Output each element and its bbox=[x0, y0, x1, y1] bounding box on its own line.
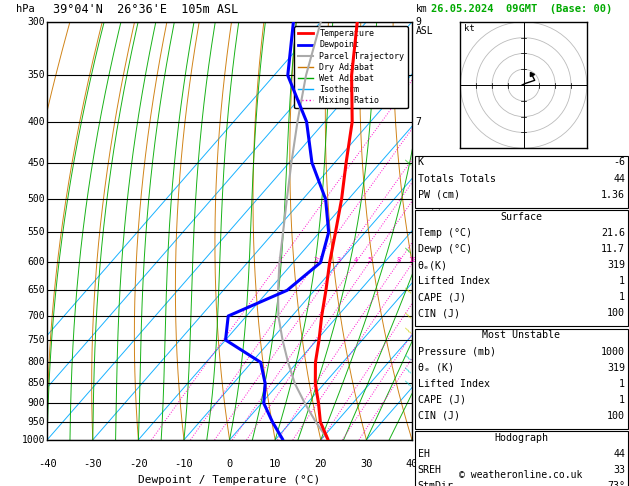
Text: © weatheronline.co.uk: © weatheronline.co.uk bbox=[459, 470, 582, 480]
Text: 21.6: 21.6 bbox=[601, 228, 625, 238]
Text: 30: 30 bbox=[360, 459, 372, 469]
Text: 10: 10 bbox=[269, 459, 281, 469]
Text: 10: 10 bbox=[408, 257, 417, 262]
Text: Most Unstable: Most Unstable bbox=[482, 330, 560, 341]
Text: -30: -30 bbox=[84, 459, 102, 469]
Text: 0: 0 bbox=[226, 459, 233, 469]
Text: 850: 850 bbox=[28, 379, 45, 388]
Text: 450: 450 bbox=[28, 157, 45, 168]
Text: 350: 350 bbox=[28, 70, 45, 80]
Text: \: \ bbox=[405, 286, 413, 295]
Text: 650: 650 bbox=[28, 285, 45, 295]
Text: Temp (°C): Temp (°C) bbox=[418, 228, 472, 238]
Text: \: \ bbox=[405, 366, 413, 376]
Text: 1: 1 bbox=[277, 257, 281, 262]
Text: 15: 15 bbox=[435, 257, 444, 262]
Text: ASL: ASL bbox=[416, 26, 433, 36]
Text: 4: 4 bbox=[415, 285, 421, 295]
Text: Lifted Index: Lifted Index bbox=[418, 379, 489, 389]
Text: Pressure (mb): Pressure (mb) bbox=[418, 347, 496, 357]
Text: PW (cm): PW (cm) bbox=[418, 190, 460, 200]
Text: 319: 319 bbox=[607, 363, 625, 373]
Text: 25: 25 bbox=[470, 257, 479, 262]
Text: LCL: LCL bbox=[415, 379, 433, 388]
Text: \: \ bbox=[405, 312, 413, 321]
Text: Lifted Index: Lifted Index bbox=[418, 276, 489, 286]
Text: 1: 1 bbox=[619, 292, 625, 302]
Text: -6: -6 bbox=[613, 157, 625, 168]
Text: EH: EH bbox=[418, 449, 430, 459]
Text: 1: 1 bbox=[619, 395, 625, 405]
Text: -40: -40 bbox=[38, 459, 57, 469]
Text: Mixing Ratio (g/kg): Mixing Ratio (g/kg) bbox=[433, 180, 442, 282]
Text: 300: 300 bbox=[28, 17, 45, 27]
Text: 1000: 1000 bbox=[22, 435, 45, 445]
Legend: Temperature, Dewpoint, Parcel Trajectory, Dry Adiabat, Wet Adiabat, Isotherm, Mi: Temperature, Dewpoint, Parcel Trajectory… bbox=[294, 26, 408, 108]
Text: 1.36: 1.36 bbox=[601, 190, 625, 200]
Text: -20: -20 bbox=[129, 459, 148, 469]
Text: 100: 100 bbox=[607, 308, 625, 318]
Text: θₑ(K): θₑ(K) bbox=[418, 260, 448, 270]
Text: 950: 950 bbox=[28, 417, 45, 427]
Text: 44: 44 bbox=[613, 174, 625, 184]
Text: CAPE (J): CAPE (J) bbox=[418, 395, 465, 405]
Text: 500: 500 bbox=[28, 194, 45, 204]
Text: StmDir: StmDir bbox=[418, 481, 454, 486]
Text: kt: kt bbox=[464, 24, 474, 34]
Text: 8: 8 bbox=[396, 257, 401, 262]
Text: 11.7: 11.7 bbox=[601, 244, 625, 254]
Text: 2: 2 bbox=[314, 257, 318, 262]
Text: 319: 319 bbox=[607, 260, 625, 270]
Text: Hodograph: Hodograph bbox=[494, 433, 548, 443]
Text: \: \ bbox=[405, 326, 413, 335]
Text: 1: 1 bbox=[619, 276, 625, 286]
Text: 750: 750 bbox=[28, 335, 45, 345]
Text: K: K bbox=[418, 157, 424, 168]
Text: hPa: hPa bbox=[16, 3, 35, 14]
Text: 5: 5 bbox=[415, 227, 421, 237]
Text: 2: 2 bbox=[415, 357, 421, 367]
Text: Totals Totals: Totals Totals bbox=[418, 174, 496, 184]
Text: 900: 900 bbox=[28, 398, 45, 408]
Text: 4: 4 bbox=[353, 257, 358, 262]
Text: 600: 600 bbox=[28, 258, 45, 267]
Text: CIN (J): CIN (J) bbox=[418, 308, 460, 318]
Text: 6: 6 bbox=[415, 194, 421, 204]
Text: 20: 20 bbox=[314, 459, 327, 469]
Text: 20: 20 bbox=[455, 257, 464, 262]
Text: \: \ bbox=[405, 353, 413, 363]
Text: 1: 1 bbox=[619, 379, 625, 389]
Text: 550: 550 bbox=[28, 227, 45, 237]
Text: CAPE (J): CAPE (J) bbox=[418, 292, 465, 302]
Text: km: km bbox=[416, 3, 427, 14]
Text: \: \ bbox=[405, 158, 413, 167]
Text: Surface: Surface bbox=[501, 212, 542, 222]
Text: -10: -10 bbox=[175, 459, 193, 469]
Text: 400: 400 bbox=[28, 117, 45, 127]
Text: 5: 5 bbox=[367, 257, 371, 262]
Text: 700: 700 bbox=[28, 311, 45, 321]
Text: 9: 9 bbox=[415, 17, 421, 27]
Text: 3: 3 bbox=[337, 257, 341, 262]
Text: 1: 1 bbox=[415, 398, 421, 408]
Text: 44: 44 bbox=[613, 449, 625, 459]
Text: SREH: SREH bbox=[418, 465, 442, 475]
Text: 800: 800 bbox=[28, 357, 45, 367]
Text: 1000: 1000 bbox=[601, 347, 625, 357]
Text: 100: 100 bbox=[607, 411, 625, 421]
Text: \: \ bbox=[405, 246, 413, 255]
Text: 3: 3 bbox=[415, 311, 421, 321]
Text: θₑ (K): θₑ (K) bbox=[418, 363, 454, 373]
Text: 7: 7 bbox=[415, 117, 421, 127]
Text: \: \ bbox=[405, 379, 413, 388]
Text: 26.05.2024  09GMT  (Base: 00): 26.05.2024 09GMT (Base: 00) bbox=[431, 3, 613, 14]
Text: 73°: 73° bbox=[607, 481, 625, 486]
Text: 33: 33 bbox=[613, 465, 625, 475]
Text: Dewp (°C): Dewp (°C) bbox=[418, 244, 472, 254]
Text: Dewpoint / Temperature (°C): Dewpoint / Temperature (°C) bbox=[138, 475, 321, 486]
Text: 39°04'N  26°36'E  105m ASL: 39°04'N 26°36'E 105m ASL bbox=[53, 2, 239, 16]
Text: 40: 40 bbox=[406, 459, 418, 469]
Text: CIN (J): CIN (J) bbox=[418, 411, 460, 421]
